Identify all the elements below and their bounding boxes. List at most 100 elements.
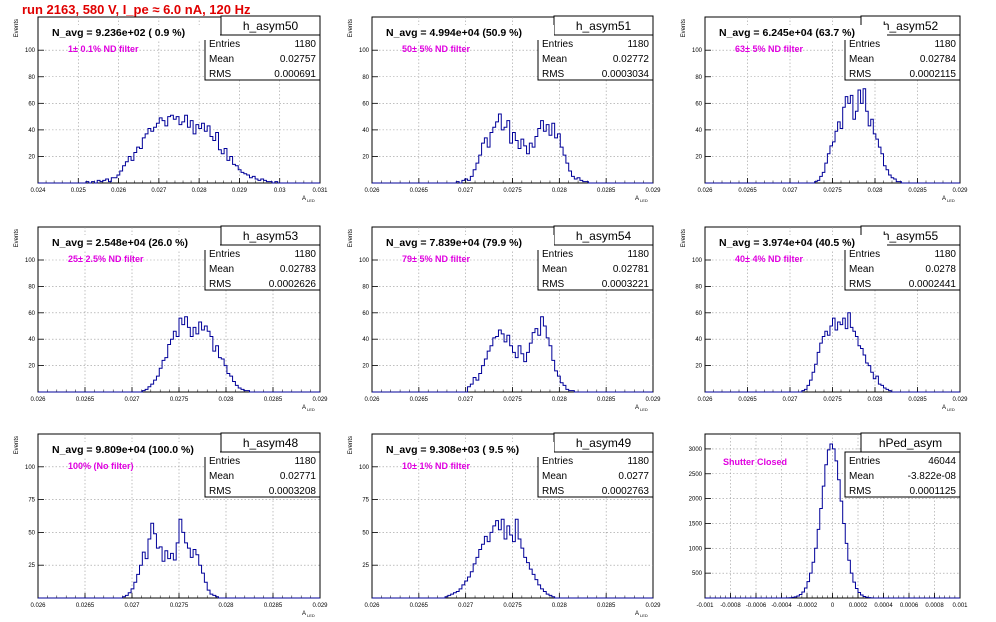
h_asym52-x-axis-subscript: LED (947, 198, 955, 203)
h_asym49-filter-annotation: 10± 1% ND filter (402, 461, 470, 471)
h_asym50-stats-box (204, 34, 321, 81)
h_asym53-stats-box (204, 244, 321, 291)
h_asym53-x-tick-label: 0.0275 (170, 397, 189, 403)
h_asym49-x-axis-subscript: LED (640, 613, 648, 618)
h_asym50-stat-value: 0.02757 (280, 54, 317, 65)
h_asym50-x-tick-label: 0.027 (151, 188, 167, 194)
h_asym52-stat-value: 1180 (934, 39, 956, 50)
h_asym51-x-tick-label: 0.0265 (410, 188, 429, 194)
h_asym55-y-axis-title: Events (681, 229, 687, 247)
h_asym51-navg-box (380, 25, 554, 40)
hPed_asym-x-tick-label: -0.0006 (746, 603, 767, 609)
h_asym54-x-tick-label: 0.0275 (503, 397, 522, 403)
h_asym51-histogram-line (372, 113, 653, 184)
h_asym48-x-axis-subscript: LED (307, 613, 315, 618)
h_asym52-stat-value: 0.0002115 (909, 69, 956, 80)
h_asym50-x-axis-title: A (302, 196, 306, 202)
h_asym54-x-tick-label: 0.027 (458, 397, 474, 403)
h_asym53-x-tick-label: 0.027 (124, 397, 140, 403)
h_asym49-y-tick-label: 50 (362, 530, 369, 536)
h_asym51-stat-label: RMS (542, 69, 565, 80)
h_asym48-y-tick-label: 25 (28, 563, 35, 569)
h_asym51-y-tick-label: 80 (362, 75, 369, 81)
h_asym55-y-tick-label: 80 (695, 284, 702, 290)
h_asym50-y-tick-label: 60 (28, 101, 35, 107)
hPed_asym-x-tick-label: 0 (831, 603, 835, 609)
h_asym50-x-tick-label: 0.03 (274, 188, 286, 194)
h_asym51-stat-label: Mean (542, 54, 567, 65)
h_asym54-stats-box (537, 244, 654, 291)
h_asym49-navg-box (380, 442, 554, 457)
h_asym53-histogram-line (38, 316, 320, 393)
h_asym54-y-tick-label: 80 (362, 284, 369, 290)
h_asym55-x-tick-label: 0.0275 (823, 397, 842, 403)
hPed_asym-y-tick-label: 1500 (689, 521, 703, 527)
h_asym54-histogram-line (372, 316, 653, 393)
h_asym55-filter-annotation: 40± 4% ND filter (735, 254, 803, 264)
h_asym49-x-tick-label: 0.0265 (410, 603, 429, 609)
h_asym53-stat-value: 0.02783 (280, 264, 317, 275)
h_asym55-x-tick-label: 0.0285 (908, 397, 927, 403)
h_asym51-x-tick-label: 0.0275 (503, 188, 522, 194)
h_asym55-stat-value: 0.0278 (925, 264, 956, 275)
h_asym52-x-tick-label: 0.027 (782, 188, 798, 194)
h_asym54-stat-label: Mean (542, 264, 567, 275)
h_asym55-histogram-name: h_asym55 (883, 229, 939, 243)
h_asym51-y-tick-label: 100 (359, 48, 370, 54)
h_asym48-y-axis-title: Events (14, 436, 20, 454)
h_asym52-y-tick-label: 100 (692, 48, 703, 54)
h_asym48-x-tick-label: 0.0275 (170, 603, 189, 609)
h_asym52-x-tick-label: 0.0275 (823, 188, 842, 194)
hPed_asym-x-tick-label: 0.0006 (900, 603, 919, 609)
h_asym49-x-tick-label: 0.027 (458, 603, 474, 609)
h_asym53-x-tick-label: 0.0285 (264, 397, 283, 403)
h_asym50-y-axis-title: Events (14, 19, 20, 37)
hPed_asym-filter-annotation: Shutter Closed (723, 457, 787, 467)
h_asym54-filter-annotation: 79± 5% ND filter (402, 254, 470, 264)
h_asym52-filter-annotation: 63± 5% ND filter (735, 44, 803, 54)
h_asym54-y-axis-title: Events (348, 229, 354, 247)
h_asym54-x-tick-label: 0.0285 (597, 397, 616, 403)
h_asym49-x-tick-label: 0.0275 (503, 603, 522, 609)
h_asym48-stat-label: RMS (209, 486, 232, 497)
h_asym54-x-tick-label: 0.0265 (410, 397, 429, 403)
h_asym53-stat-label: Mean (209, 264, 234, 275)
h_asym48-x-tick-label: 0.026 (30, 603, 46, 609)
h_asym52-histogram-line (705, 88, 960, 184)
h_asym52-x-tick-label: 0.0265 (738, 188, 757, 194)
h_asym48-histogram-name: h_asym48 (243, 436, 299, 450)
h_asym49-stat-value: 0.0002763 (602, 486, 650, 497)
h_asym50-x-tick-label: 0.028 (192, 188, 208, 194)
h_asym52-y-tick-label: 80 (695, 75, 702, 81)
hPed_asym-histogram-name: hPed_asym (879, 436, 942, 450)
h_asym50-stat-label: RMS (209, 69, 232, 80)
h_asym50-x-tick-label: 0.026 (111, 188, 127, 194)
hPed_asym-stat-label: Mean (849, 471, 874, 482)
h_asym51-stat-value: 0.0003034 (602, 69, 650, 80)
hPed_asym-y-tick-label: 1000 (689, 546, 703, 552)
h_asym55-x-tick-label: 0.0265 (738, 397, 757, 403)
h_asym49-stat-value: 1180 (627, 456, 649, 467)
h_asym53-y-tick-label: 80 (28, 284, 35, 290)
h_asym55-stat-label: Mean (849, 264, 874, 275)
h_asym52-navg-box (713, 25, 887, 40)
h_asym55-stat-value: 0.0002441 (909, 279, 957, 290)
h_asym51-x-tick-label: 0.026 (364, 188, 380, 194)
h_asym54-stat-value: 0.02781 (613, 264, 650, 275)
h_asym49-x-tick-label: 0.026 (364, 603, 380, 609)
h_asym54-navg-text: N_avg = 7.839e+04 (79.9 %) (386, 237, 522, 249)
h_asym54-y-tick-label: 40 (362, 337, 369, 343)
h_asym51-x-tick-label: 0.029 (645, 188, 661, 194)
h_asym55-stat-label: RMS (849, 279, 872, 290)
h_asym51-stat-value: 1180 (627, 39, 649, 50)
h_asym50-stat-value: 1180 (294, 39, 316, 50)
h_asym48-x-tick-label: 0.028 (218, 603, 234, 609)
h_asym52-x-axis-title: A (942, 196, 946, 202)
h_asym49-navg-text: N_avg = 9.308e+03 ( 9.5 %) (386, 444, 519, 456)
h_asym48-x-axis-title: A (302, 611, 306, 617)
h_asym51-x-axis-title: A (635, 196, 639, 202)
h_asym55-x-axis-subscript: LED (947, 407, 955, 412)
hPed_asym-x-tick-label: -0.0002 (797, 603, 818, 609)
h_asym49-stats-box (537, 451, 654, 498)
h_asym48-stat-value: 0.0003208 (269, 486, 317, 497)
